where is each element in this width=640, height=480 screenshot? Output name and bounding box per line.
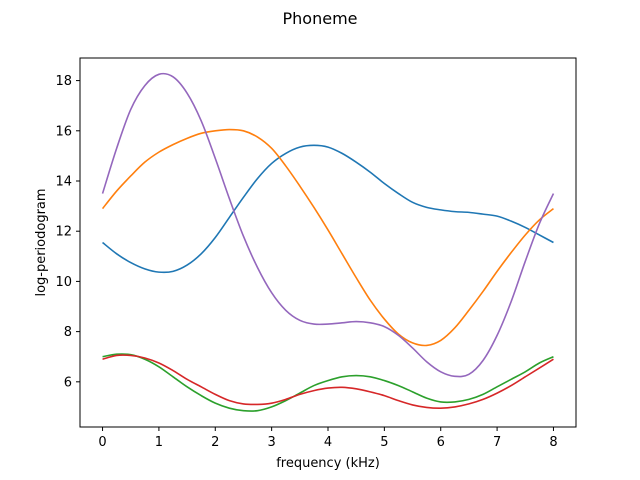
series-line-5 <box>101 72 555 378</box>
y-tick-label: 18 <box>55 74 72 89</box>
y-tick-label: 6 <box>64 375 72 390</box>
x-tick-label: 5 <box>380 435 388 450</box>
series-line-4 <box>102 354 554 409</box>
x-tick-label: 8 <box>549 435 557 450</box>
y-tick-label: 14 <box>55 175 72 190</box>
x-tick-label: 7 <box>493 435 501 450</box>
x-tick-label: 2 <box>211 435 219 450</box>
plot-lines <box>101 72 555 412</box>
y-axis-label: log-periodogram <box>34 188 49 296</box>
x-tick-label: 3 <box>267 435 275 450</box>
y-axis-ticks: 6 8 10 12 14 16 18 <box>55 74 80 390</box>
x-tick-label: 0 <box>98 435 106 450</box>
y-tick-label: 16 <box>55 124 72 139</box>
series-line-3 <box>102 353 554 412</box>
series-line-1 <box>102 144 554 274</box>
chart-title: Phoneme <box>283 9 358 28</box>
x-axis-label: frequency (kHz) <box>276 456 380 471</box>
y-tick-label: 8 <box>64 325 72 340</box>
x-tick-label: 1 <box>155 435 163 450</box>
y-tick-label: 10 <box>55 275 72 290</box>
series-line-2 <box>101 128 554 347</box>
x-axis-ticks: 0 1 2 3 4 5 6 7 8 <box>98 427 558 450</box>
x-tick-label: 4 <box>324 435 332 450</box>
y-tick-label: 12 <box>55 225 72 240</box>
x-tick-label: 6 <box>437 435 445 450</box>
